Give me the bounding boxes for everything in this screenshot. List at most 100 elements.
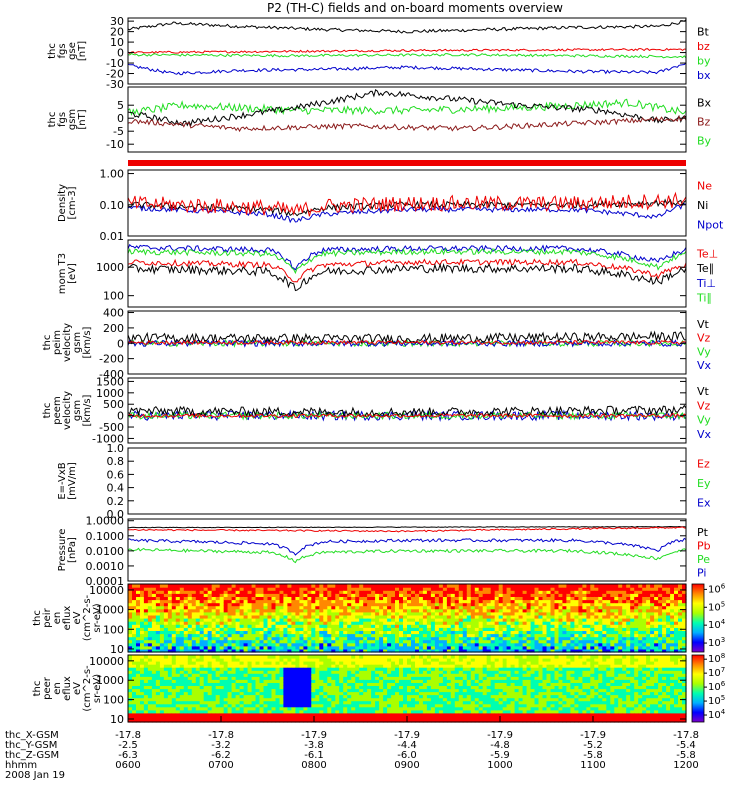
spectrogram-cell — [486, 636, 492, 641]
spectrogram-cell — [586, 624, 591, 628]
spectrogram-cell — [646, 633, 651, 638]
spectrogram-cell — [263, 633, 269, 638]
spectrogram-cell — [315, 664, 320, 668]
spectrogram-cell — [442, 633, 448, 638]
spectrogram-cell — [606, 648, 611, 653]
spectrogram-cell — [506, 648, 512, 653]
spectrogram-cell — [614, 608, 619, 613]
spectrogram-cell — [136, 614, 141, 619]
spectrogram-cell — [299, 664, 304, 668]
spectrogram-cell — [379, 633, 384, 638]
spectrogram-cell — [283, 648, 288, 653]
spectrogram-cell — [387, 636, 392, 641]
y-axis-label: thc — [42, 335, 53, 351]
spectrogram-cell — [586, 602, 591, 607]
spectrogram-cell — [143, 685, 149, 690]
spectrogram-cell — [419, 618, 424, 622]
spectrogram-cell — [339, 688, 344, 693]
spectrogram-cell — [562, 605, 567, 610]
spectrogram-cell — [486, 633, 492, 638]
spectrogram-cell — [646, 602, 651, 607]
spectrogram-cell — [327, 645, 332, 650]
spectrogram-cell — [307, 614, 312, 619]
spectrogram-cell — [199, 673, 205, 677]
spectrogram-cell — [275, 673, 281, 677]
spectrogram-cell — [171, 596, 177, 601]
spectrogram-cell — [283, 614, 288, 619]
spectrogram-cell — [136, 676, 141, 680]
spectrogram-cell — [454, 605, 460, 610]
spectrogram-cell — [283, 679, 288, 683]
spectrogram-cell — [486, 584, 492, 588]
spectrogram-cell — [259, 697, 265, 702]
spectrogram-cell — [235, 590, 241, 594]
spectrogram-cell — [594, 596, 599, 601]
spectrogram-cell — [291, 709, 296, 714]
spectrogram-cell — [179, 587, 185, 591]
spectrogram-cell — [136, 664, 141, 668]
spectrogram-cell — [391, 679, 396, 683]
spectrogram-cell — [303, 670, 308, 674]
spectrogram-cell — [207, 587, 213, 591]
spectrogram-cell — [530, 642, 536, 647]
spectrogram-cell — [426, 639, 432, 644]
spectrogram-cell — [658, 618, 663, 622]
spectrogram-cell — [355, 655, 360, 659]
spectrogram-cell — [263, 648, 269, 653]
spectrogram-cell — [287, 624, 292, 628]
spectrogram-cell — [291, 697, 296, 702]
spectrogram-cell — [175, 679, 181, 683]
spectrogram-cell — [283, 667, 288, 671]
spectrogram-cell — [570, 587, 575, 591]
spectrogram-cell — [175, 645, 181, 650]
spectrogram-cell — [155, 630, 161, 635]
spectrogram-cell — [407, 633, 412, 638]
spectrogram-cell — [415, 636, 420, 641]
spectrogram-cell — [574, 642, 579, 647]
spectrogram-cell — [291, 691, 296, 696]
spectrogram-cell — [175, 709, 181, 714]
spectrogram-cell — [187, 590, 193, 594]
spectrogram-cell — [163, 584, 169, 588]
spectrogram-cell — [303, 703, 308, 708]
spectrogram-cell — [411, 709, 416, 714]
spectrogram-cell — [351, 685, 356, 690]
spectrogram-cell — [363, 694, 368, 699]
spectrogram-cell — [638, 602, 643, 607]
spectrogram-cell — [466, 587, 472, 591]
spectrogram-cell — [175, 673, 181, 677]
spectrogram-cell — [610, 633, 615, 638]
spectrogram-cell — [319, 590, 324, 594]
spectrogram-cell — [283, 661, 288, 665]
spectrogram-cell — [450, 602, 456, 607]
spectrogram-cell — [140, 596, 145, 601]
spectrogram-cell — [610, 648, 615, 653]
spectrogram-cell — [179, 700, 185, 705]
spectrogram-cell — [311, 655, 316, 659]
spectrogram-cell — [199, 694, 205, 699]
spectrogram-cell — [419, 633, 424, 638]
spectrogram-cell — [359, 599, 364, 604]
spectrogram-cell — [159, 658, 165, 662]
spectrogram-cell — [279, 599, 285, 604]
spectrogram-cell — [255, 584, 261, 588]
spectrogram-cell — [175, 706, 181, 711]
spectrogram-cell — [634, 642, 639, 647]
spectrogram-cell — [151, 664, 157, 668]
spectrogram-cell — [319, 676, 324, 680]
spectrogram-cell — [387, 645, 392, 650]
spectrogram-cell — [442, 593, 448, 597]
y-tick-label: 5 — [117, 99, 124, 112]
spectrogram-cell — [526, 596, 532, 601]
legend-label: Pe — [697, 553, 710, 566]
spectrogram-cell — [136, 709, 141, 714]
spectrogram-cell — [335, 636, 340, 641]
spectrogram-cell — [343, 685, 348, 690]
spectrogram-cell — [179, 664, 185, 668]
spectrogram-cell — [351, 703, 356, 708]
spectrogram-cell — [215, 715, 221, 720]
spectrogram-cell — [387, 624, 392, 628]
spectrogram-cell — [371, 706, 376, 711]
spectrogram-cell — [339, 611, 344, 616]
spectrogram-cell — [367, 667, 372, 671]
